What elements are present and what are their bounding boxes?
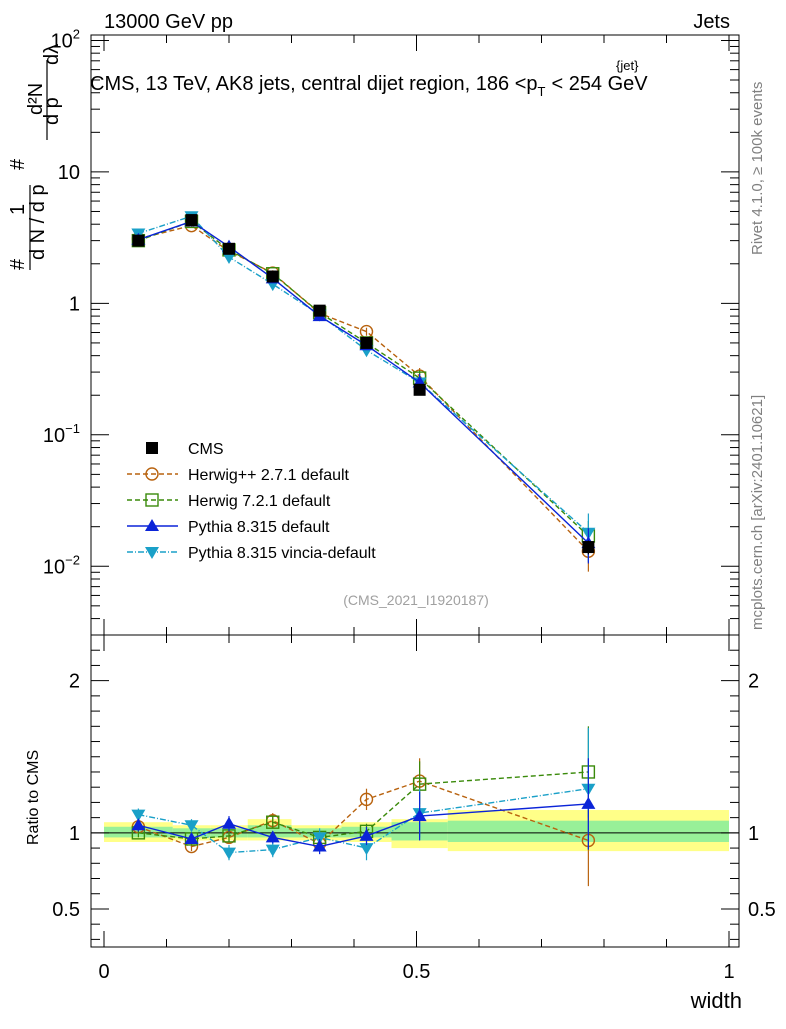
point-main bbox=[360, 336, 373, 349]
point-ratio bbox=[359, 792, 374, 807]
x-tick-label: 0 bbox=[98, 961, 109, 983]
legend-label: Herwig++ 2.7.1 default bbox=[188, 467, 350, 484]
point-ratio bbox=[312, 832, 327, 845]
point-ratio bbox=[222, 816, 236, 829]
point-ratio bbox=[131, 818, 146, 831]
y-label-dpt: d p bbox=[41, 97, 63, 125]
axes: 0 0.5 1 10−2 10−1 1 10 102 0.5 0.5 1 1 2 2 bbox=[43, 26, 776, 983]
legend-marker bbox=[146, 442, 158, 454]
legend-item: Pythia 8.315 default bbox=[127, 519, 330, 536]
point-ratio bbox=[265, 830, 280, 843]
point-main bbox=[185, 214, 198, 227]
series-line-main bbox=[138, 224, 589, 552]
series bbox=[131, 211, 596, 887]
series-line-ratio bbox=[138, 788, 589, 854]
legend-label: Pythia 8.315 vincia-default bbox=[188, 545, 376, 562]
plot-title: CMS, 13 TeV, AK8 jets, central dijet reg… bbox=[90, 73, 648, 99]
y-label-d2n: d²N bbox=[25, 83, 47, 115]
series-cms bbox=[132, 214, 595, 555]
y-label-frac: # bbox=[7, 158, 29, 170]
x-tick-label: 0.5 bbox=[403, 961, 431, 983]
ratio-tick-label-left: 0.5 bbox=[52, 899, 80, 921]
point-ratio bbox=[312, 839, 327, 852]
point-ratio bbox=[266, 815, 280, 829]
legend-label: Pythia 8.315 default bbox=[188, 519, 330, 536]
y-tick-label: 10−2 bbox=[43, 552, 80, 578]
point-main bbox=[223, 242, 235, 255]
title-superscript: {jet} bbox=[616, 58, 639, 73]
y-tick-label: 10−1 bbox=[43, 421, 80, 447]
legend-marker bbox=[145, 467, 159, 481]
legend-marker bbox=[145, 493, 159, 507]
title-end: < 254 GeV bbox=[551, 73, 648, 95]
point-ratio bbox=[359, 843, 374, 856]
series-line-ratio bbox=[138, 803, 589, 848]
analysis-tag: (CMS_2021_I1920187) bbox=[343, 592, 489, 608]
ratio-tick-label-right: 1 bbox=[748, 823, 759, 845]
point-main bbox=[313, 304, 326, 317]
beam-label: 13000 GeV pp bbox=[104, 11, 233, 33]
y-tick-label: 1 bbox=[69, 293, 80, 315]
legend: CMS Herwig++ 2.7.1 default Herwig 7.2.1 de… bbox=[127, 441, 376, 562]
ratio-tick-label-left: 1 bbox=[69, 823, 80, 845]
y-label-dn: d N / d p bbox=[27, 184, 49, 260]
legend-label: CMS bbox=[188, 441, 224, 458]
y-label-dlambda: dλ bbox=[41, 44, 63, 65]
point-main bbox=[266, 270, 279, 283]
title-main: CMS, 13 TeV, AK8 jets, central dijet reg… bbox=[90, 73, 538, 95]
point-ratio bbox=[265, 844, 280, 857]
y-axis-label: # 1 d N / d p # d²N d p dλ bbox=[7, 44, 63, 270]
series-line-ratio bbox=[138, 780, 589, 848]
ratio-tick-label-right: 2 bbox=[748, 671, 759, 693]
point-main bbox=[582, 541, 595, 554]
series-line-main bbox=[138, 220, 589, 537]
title-sub: T bbox=[538, 84, 546, 99]
point-ratio bbox=[359, 828, 374, 841]
legend-marker bbox=[145, 547, 159, 559]
ratio-axis-label: Ratio to CMS bbox=[25, 750, 42, 845]
x-axis-label: width bbox=[690, 988, 742, 1013]
point-ratio bbox=[184, 831, 199, 844]
legend-item: Pythia 8.315 vincia-default bbox=[127, 545, 376, 562]
point-ratio bbox=[222, 847, 236, 860]
y-label-numerator-1: # bbox=[7, 258, 29, 270]
mcplots-label: mcplots.cern.ch [arXiv:2401.10621] bbox=[749, 395, 766, 630]
rivet-label: Rivet 4.1.0, ≥ 100k events bbox=[749, 82, 766, 255]
point-ratio bbox=[131, 809, 146, 822]
point-ratio bbox=[581, 796, 596, 809]
process-label: Jets bbox=[693, 11, 730, 33]
ratio-tick-label-left: 2 bbox=[69, 671, 80, 693]
y-label-one: 1 bbox=[7, 204, 29, 215]
point-main bbox=[132, 234, 145, 247]
series-line-main bbox=[138, 215, 589, 534]
legend-marker bbox=[145, 519, 159, 531]
legend-item: CMS bbox=[146, 441, 224, 458]
legend-item: Herwig 7.2.1 default bbox=[127, 493, 331, 510]
y-tick-label: 102 bbox=[51, 26, 80, 52]
x-tick-label: 1 bbox=[723, 961, 734, 983]
point-main bbox=[413, 383, 426, 396]
point-main bbox=[222, 252, 236, 265]
y-tick-label: 10 bbox=[58, 162, 80, 184]
point-ratio bbox=[184, 820, 199, 833]
point-ratio bbox=[412, 809, 427, 822]
legend-item: Herwig++ 2.7.1 default bbox=[127, 467, 350, 484]
band-green-3 bbox=[247, 825, 292, 838]
ratio-tick-label-right: 0.5 bbox=[748, 899, 776, 921]
legend-label: Herwig 7.2.1 default bbox=[188, 493, 331, 510]
ratio-frame bbox=[90, 634, 740, 948]
